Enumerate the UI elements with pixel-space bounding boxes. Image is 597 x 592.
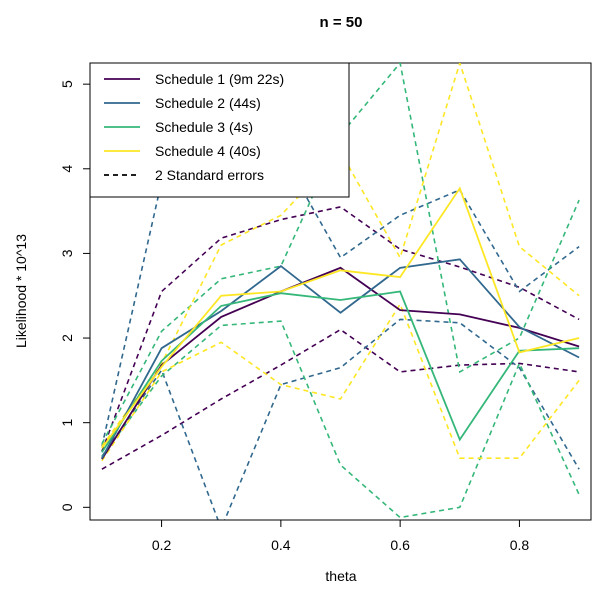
legend: Schedule 1 (9m 22s) Schedule 2 (44s) Sched… — [89, 62, 350, 198]
x-tick-label: 0.4 — [271, 537, 291, 553]
y-tick-label: 2 — [59, 334, 75, 342]
y-tick-label: 0 — [59, 503, 75, 511]
x-axis: 0.2 0.4 0.6 0.8 — [152, 519, 530, 553]
x-tick-label: 0.8 — [510, 537, 530, 553]
series-1-lower-se-line — [101, 328, 580, 470]
series-2-lower-se-line — [101, 318, 580, 520]
legend-label: Schedule 3 (4s) — [155, 119, 253, 135]
x-tick-label: 0.6 — [390, 537, 410, 553]
chart-title: n = 50 — [320, 14, 363, 31]
legend-label: 2 Standard errors — [155, 167, 264, 183]
x-axis-label: theta — [325, 568, 356, 584]
y-axis-label: Likelihood * 10^13 — [13, 234, 29, 348]
legend-box — [89, 62, 350, 198]
series-3-lower-se-line — [101, 320, 580, 519]
y-tick-label: 3 — [59, 249, 75, 257]
y-tick-label: 1 — [59, 419, 75, 427]
legend-label: Schedule 1 (9m 22s) — [155, 71, 284, 87]
legend-label: Schedule 4 (40s) — [155, 143, 261, 159]
legend-label: Schedule 2 (44s) — [155, 95, 261, 111]
series-1-line — [101, 266, 580, 460]
series-2-line — [101, 258, 580, 459]
series-4-lower-se-line — [101, 302, 580, 462]
series-1-upper-se-line — [101, 206, 580, 452]
y-axis: 0 1 2 3 4 5 — [59, 80, 91, 511]
x-tick-label: 0.2 — [152, 537, 172, 553]
y-tick-label: 5 — [59, 80, 75, 88]
series-4-line — [101, 186, 580, 449]
series-3-upper-se-line — [101, 63, 580, 445]
y-tick-label: 4 — [59, 165, 75, 173]
